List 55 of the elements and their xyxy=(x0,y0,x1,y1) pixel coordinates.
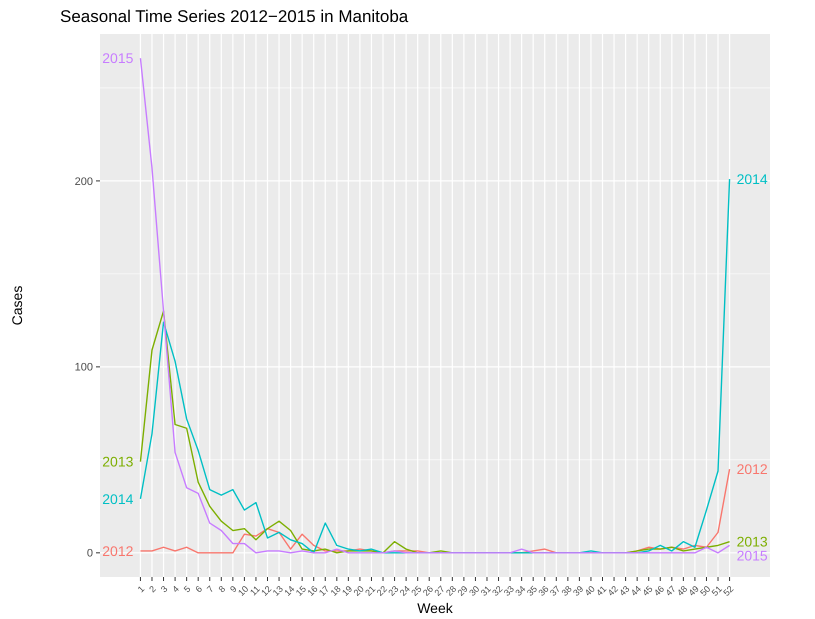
y-tick-label: 100 xyxy=(74,362,93,374)
x-tick-label: 33 xyxy=(502,584,516,598)
x-tick-label: 48 xyxy=(675,584,690,598)
series-label: 2015 xyxy=(102,50,134,66)
x-tick-label: 18 xyxy=(328,584,343,598)
x-tick-label: 3 xyxy=(158,584,170,594)
y-tick-label: 0 xyxy=(86,548,93,560)
x-tick-label: 8 xyxy=(216,584,228,594)
line-series xyxy=(140,57,730,554)
x-tick-label: 10 xyxy=(236,584,250,598)
x-tick-label: 40 xyxy=(582,584,597,598)
x-tick-label: 32 xyxy=(490,584,504,598)
chart-title: Seasonal Time Series 2012−2015 in Manitoba xyxy=(60,7,409,26)
x-tick-label: 41 xyxy=(594,584,608,598)
x-tick-label: 47 xyxy=(664,584,678,598)
x-tick-label: 24 xyxy=(398,584,412,598)
x-tick-label: 21 xyxy=(363,584,378,598)
x-tick-label: 30 xyxy=(467,584,482,598)
x-tick-label: 29 xyxy=(456,584,470,598)
x-tick-label: 2 xyxy=(147,584,158,594)
text: 2014 xyxy=(736,170,768,187)
x-tick-label: 14 xyxy=(282,584,296,598)
x-tick-label: 37 xyxy=(548,584,562,598)
x-tick-label: 50 xyxy=(698,584,712,598)
x-tick-label: 6 xyxy=(193,584,204,594)
x-tick-label: 11 xyxy=(248,584,262,598)
text: 2013 xyxy=(736,534,768,550)
series-label: 2013 xyxy=(102,454,134,470)
x-tick-label: 4 xyxy=(170,584,181,594)
series-label: 2014 xyxy=(102,490,134,507)
x-tick-label: 52 xyxy=(721,584,736,598)
y-axis-title: Cases xyxy=(9,286,25,326)
text: 2015 xyxy=(736,548,768,564)
x-tick-label: 38 xyxy=(560,584,574,598)
x-tick-label: 19 xyxy=(340,584,354,598)
x-tick-label: 7 xyxy=(204,584,216,594)
x-tick-label: 9 xyxy=(228,584,239,594)
x-tick-label: 49 xyxy=(686,584,701,598)
x-tick-label: 13 xyxy=(270,584,285,598)
series-label: 2012 xyxy=(736,461,768,478)
x-tick-label: 5 xyxy=(182,584,193,594)
x-axis-title: Week xyxy=(417,600,454,616)
x-tick-label: 1 xyxy=(136,584,146,594)
text: 2012 xyxy=(102,542,134,559)
y-tick-label: 200 xyxy=(74,176,93,188)
x-tick-label: 39 xyxy=(571,584,586,598)
x-tick-label: 42 xyxy=(606,584,620,598)
x-tick-label: 12 xyxy=(259,584,274,598)
x-tick-label: 22 xyxy=(374,584,389,598)
x-tick-label: 20 xyxy=(352,584,366,598)
x-tick-label: 43 xyxy=(617,584,632,598)
x-tick-label: 28 xyxy=(444,584,458,598)
x-tick-label: 23 xyxy=(386,584,400,598)
x-tick-label: 31 xyxy=(478,584,493,598)
x-tick-label: 51 xyxy=(710,584,724,598)
